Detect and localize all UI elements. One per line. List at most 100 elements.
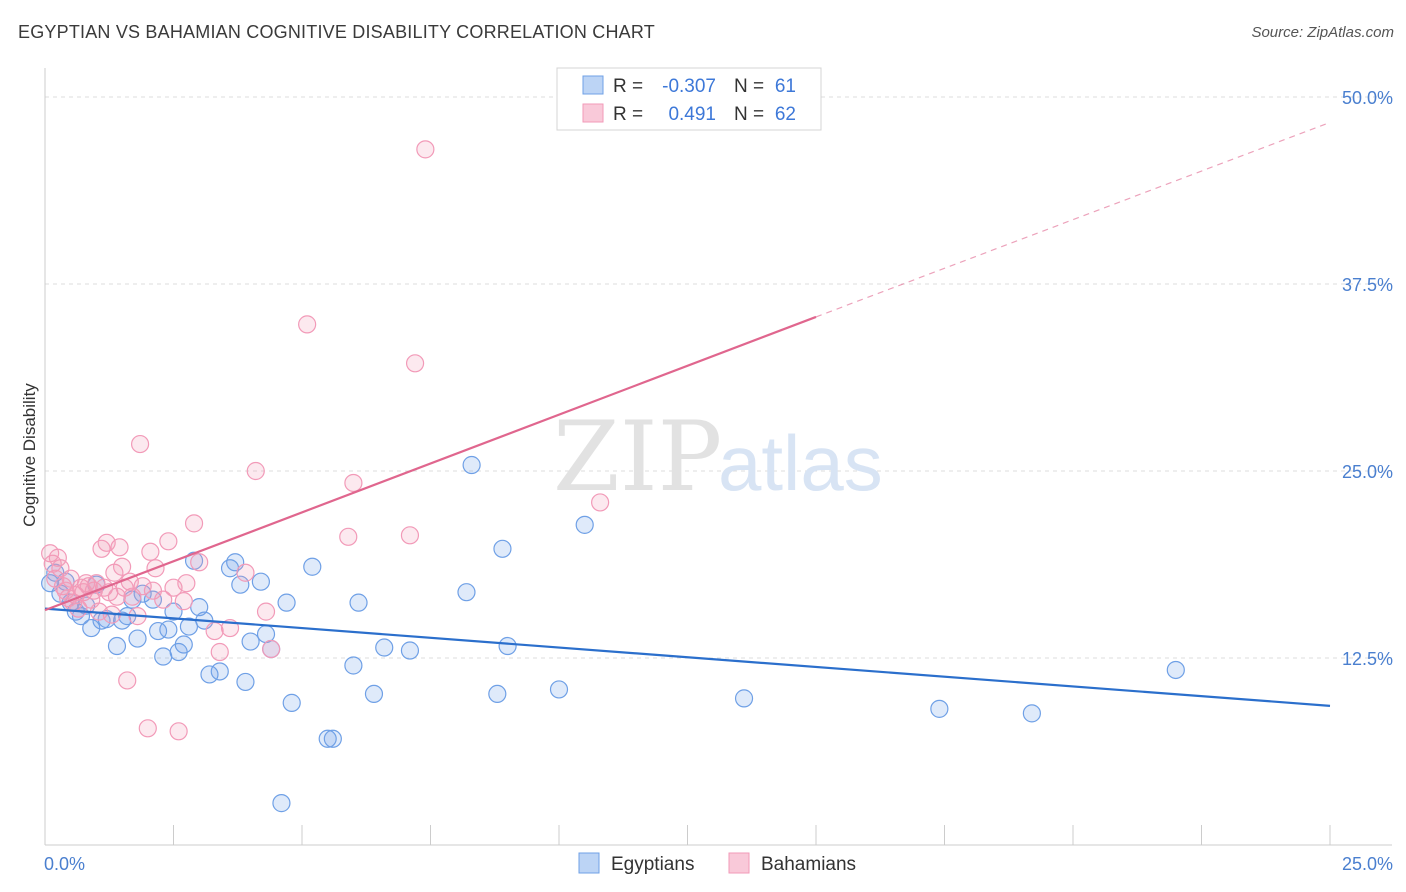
series-legend-bahamians: Bahamians — [761, 854, 856, 875]
point-bahamians-35 — [133, 577, 152, 596]
trend-extension-bahamians — [815, 121, 1331, 318]
point-egyptians-55 — [549, 680, 569, 699]
point-egyptians-47 — [364, 684, 384, 704]
point-bahamians-49 — [210, 642, 229, 662]
point-egyptians-33 — [231, 575, 250, 594]
point-bahamians-46 — [184, 514, 204, 533]
data-points — [41, 140, 1185, 813]
point-bahamians-61 — [591, 493, 610, 512]
point-bahamians-52 — [246, 461, 265, 481]
point-bahamians-56 — [339, 527, 358, 546]
y-tick-label-3: 50.0% — [1342, 88, 1393, 108]
point-bahamians-28 — [112, 557, 132, 576]
point-bahamians-43 — [169, 722, 188, 741]
x-tick-label-1: 25.0% — [1342, 854, 1393, 874]
point-egyptians-49 — [400, 641, 420, 660]
point-egyptians-17 — [133, 584, 152, 603]
legend-r-label-1: R = — [613, 76, 643, 97]
point-egyptians-35 — [241, 632, 260, 651]
axes — [44, 68, 1392, 846]
point-egyptians-45 — [344, 656, 363, 675]
point-bahamians-51 — [236, 563, 255, 582]
point-bahamians-44 — [174, 592, 193, 611]
point-egyptians-21 — [159, 620, 178, 639]
point-bahamians-48 — [205, 621, 224, 641]
point-egyptians-57 — [734, 689, 754, 708]
point-egyptians-8 — [82, 618, 101, 638]
trend-line-egyptians — [44, 607, 1331, 707]
point-egyptians-60 — [1166, 660, 1185, 680]
point-egyptians-39 — [272, 794, 291, 813]
point-bahamians-30 — [118, 671, 137, 690]
point-egyptians-44 — [323, 729, 342, 748]
point-bahamians-27 — [110, 538, 129, 557]
point-egyptians-50 — [457, 583, 476, 602]
point-bahamians-38 — [143, 581, 163, 600]
stats-legend: R = -0.307 N = 61 R = 0.491 N = 62 — [556, 67, 822, 131]
point-egyptians-52 — [488, 684, 507, 704]
point-egyptians-16 — [128, 629, 147, 648]
watermark: ZIP atlas — [553, 401, 883, 513]
point-bahamians-58 — [400, 526, 420, 545]
point-bahamians-2 — [46, 569, 65, 588]
y-tick-label-1: 25.0% — [1342, 462, 1393, 482]
point-bahamians-3 — [48, 548, 67, 567]
watermark-zip: ZIP — [553, 401, 722, 513]
trend-lines — [44, 121, 1331, 707]
point-egyptians-46 — [349, 593, 368, 612]
x-tick-label-0: 0.0% — [44, 854, 85, 874]
point-egyptians-42 — [303, 557, 322, 576]
series-legend-swatch-bahamians — [728, 852, 750, 874]
point-egyptians-25 — [179, 617, 199, 636]
point-bahamians-41 — [159, 532, 178, 551]
y-tick-label-2: 37.5% — [1342, 275, 1393, 295]
point-egyptians-54 — [498, 636, 517, 656]
point-egyptians-36 — [251, 572, 270, 591]
point-bahamians-36 — [138, 719, 157, 738]
grid-lines — [45, 96, 1392, 659]
point-bahamians-20 — [92, 539, 111, 558]
point-egyptians-29 — [200, 665, 219, 684]
point-egyptians-40 — [277, 593, 296, 612]
point-bahamians-53 — [256, 602, 276, 621]
point-egyptians-12 — [107, 636, 127, 656]
watermark-atlas: atlas — [718, 419, 883, 507]
point-bahamians-34 — [130, 434, 150, 454]
series-legend: Egyptians Bahamians — [578, 852, 856, 875]
point-egyptians-27 — [190, 598, 209, 617]
point-bahamians-47 — [190, 553, 209, 572]
point-bahamians-54 — [262, 639, 281, 659]
point-egyptians-53 — [493, 539, 512, 558]
source-label: Source: ZipAtlas.com — [1251, 24, 1394, 41]
legend-n-label-1: N = — [734, 76, 764, 97]
y-axis-label: Cognitive Disability — [20, 383, 39, 527]
legend-r-value-1: -0.307 — [662, 76, 716, 97]
point-bahamians-11 — [69, 599, 88, 618]
point-bahamians-57 — [344, 473, 363, 493]
point-egyptians-51 — [462, 455, 481, 475]
tick-labels: 12.5% 25.0% 37.5% 50.0% 0.0% 25.0% — [44, 88, 1393, 874]
legend-r-label-2: R = — [613, 104, 643, 125]
legend-n-value-2: 62 — [775, 104, 796, 125]
point-bahamians-55 — [298, 315, 317, 334]
point-bahamians-14 — [77, 574, 96, 593]
point-bahamians-40 — [154, 590, 173, 609]
point-egyptians-43 — [318, 729, 337, 748]
point-egyptians-59 — [1022, 704, 1041, 723]
point-egyptians-56 — [575, 515, 594, 534]
point-bahamians-45 — [177, 574, 196, 593]
point-egyptians-48 — [375, 638, 394, 657]
point-bahamians-60 — [416, 140, 435, 159]
legend-swatch-egyptians — [582, 75, 604, 95]
legend-n-value-1: 61 — [775, 76, 796, 97]
series-legend-egyptians: Egyptians — [611, 854, 694, 875]
point-egyptians-58 — [930, 699, 949, 718]
legend-r-value-2: 0.491 — [668, 104, 716, 125]
point-egyptians-41 — [282, 693, 301, 712]
legend-n-label-2: N = — [734, 104, 764, 125]
point-egyptians-24 — [174, 635, 193, 654]
point-egyptians-20 — [154, 647, 173, 666]
point-bahamians-59 — [405, 354, 425, 373]
series-legend-swatch-egyptians — [578, 852, 600, 874]
